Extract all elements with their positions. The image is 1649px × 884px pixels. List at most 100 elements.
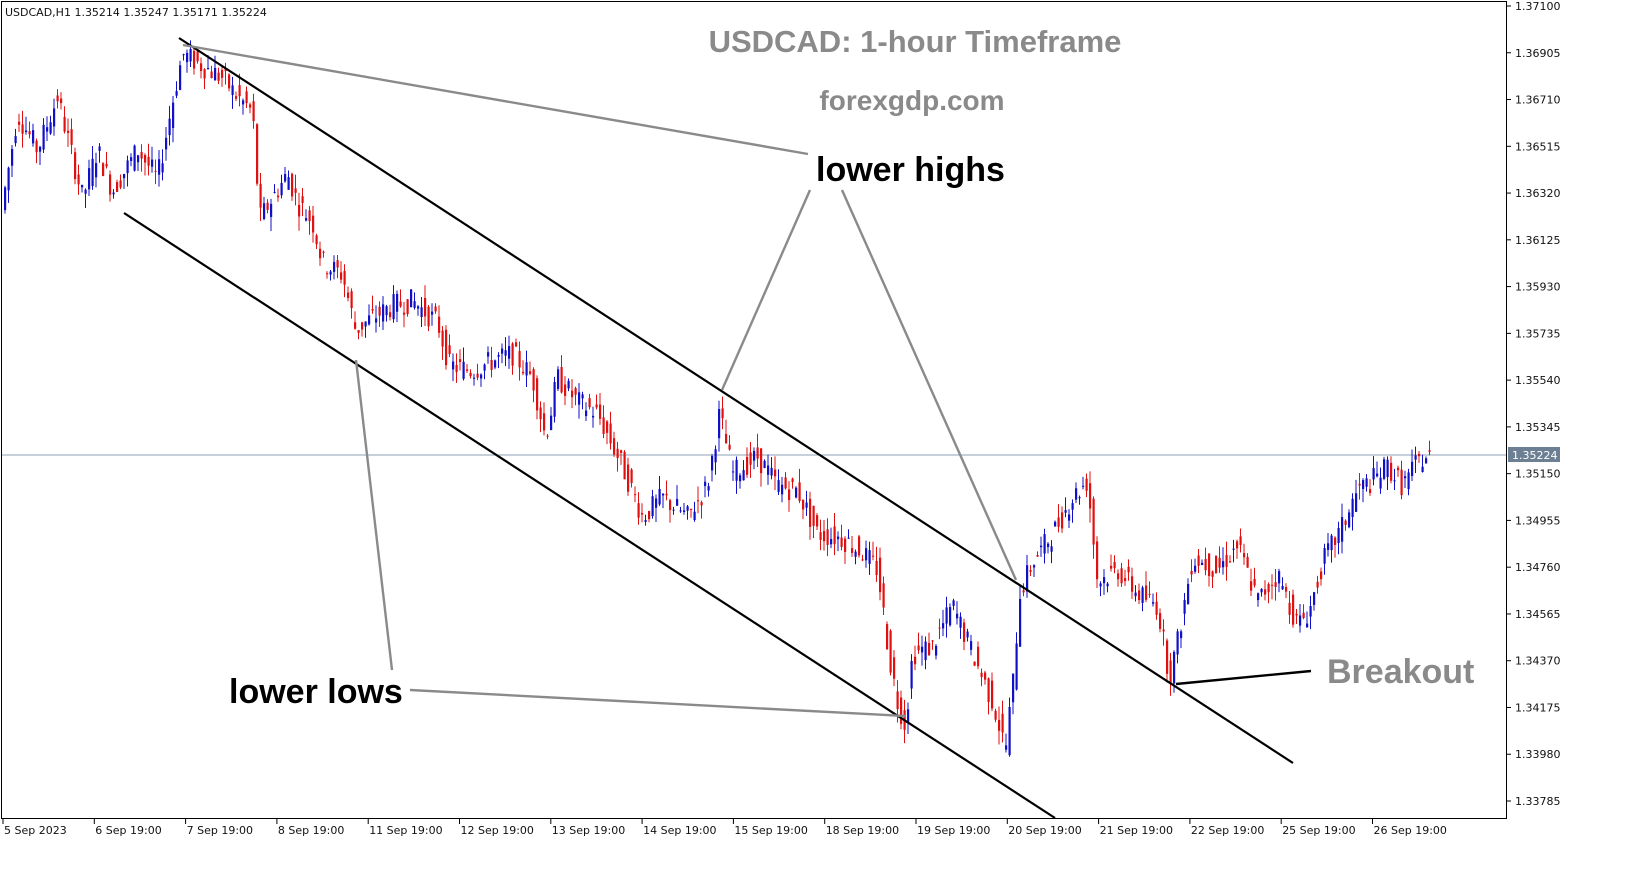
candle-body xyxy=(557,369,560,389)
candle-body xyxy=(1292,594,1295,625)
candle-body xyxy=(581,394,584,399)
candle-body xyxy=(175,91,178,96)
candle-body xyxy=(1243,553,1246,558)
candle-body xyxy=(1054,521,1057,527)
candle-body xyxy=(459,359,462,362)
candle-body xyxy=(154,170,157,172)
candle-body xyxy=(1145,585,1148,600)
candle-body xyxy=(1106,583,1109,587)
candle-body xyxy=(539,407,542,420)
candle-body xyxy=(473,377,476,379)
x-tick-label: 13 Sep 19:00 xyxy=(552,824,625,837)
candle-body xyxy=(1068,514,1071,521)
candle-body xyxy=(854,551,857,557)
candle-body xyxy=(1015,643,1018,690)
candle-body xyxy=(588,398,591,408)
candle-body xyxy=(648,511,651,520)
candle-body xyxy=(634,494,637,496)
candle-body xyxy=(385,306,388,316)
candle-body xyxy=(718,409,721,439)
candle-body xyxy=(1358,483,1361,486)
candle-body xyxy=(938,627,941,629)
candle-body xyxy=(203,69,206,79)
candle-body xyxy=(763,460,766,468)
candle-body xyxy=(256,124,259,184)
candle-body xyxy=(613,438,616,455)
candle-body xyxy=(193,50,196,69)
candle-body xyxy=(1344,520,1347,525)
candle-body xyxy=(791,478,794,483)
candle-body xyxy=(655,498,658,508)
candle-body xyxy=(305,218,308,221)
candle-body xyxy=(816,515,819,527)
plot-frame xyxy=(1,1,1507,819)
candle-body xyxy=(1400,469,1403,496)
candle-body xyxy=(1061,512,1064,529)
candle-body xyxy=(711,456,714,471)
candle-body xyxy=(1208,553,1211,576)
candle-body xyxy=(1418,453,1421,457)
y-tick-label: 1.36125 xyxy=(1515,234,1561,247)
candle-body xyxy=(952,600,955,606)
candle-body xyxy=(658,489,661,505)
candle-body xyxy=(833,526,836,545)
candle-body xyxy=(406,299,409,314)
candle-body xyxy=(46,127,49,132)
candle-body xyxy=(441,330,444,347)
candle-body xyxy=(403,312,406,315)
candle-body xyxy=(858,536,861,556)
candle-body xyxy=(571,390,574,398)
x-tick-label: 15 Sep 19:00 xyxy=(734,824,807,837)
candle-body xyxy=(1050,546,1053,552)
candle-body xyxy=(74,152,77,180)
candle-body xyxy=(1096,541,1099,580)
candle-body xyxy=(1110,565,1113,569)
candle-body xyxy=(168,118,171,136)
candle-body xyxy=(956,613,959,619)
candle-body xyxy=(480,374,483,379)
candle-body xyxy=(284,174,287,182)
candle-body xyxy=(487,352,490,357)
candle-body xyxy=(781,484,784,495)
candle-body xyxy=(469,372,472,377)
candle-body xyxy=(1166,640,1169,674)
y-tick-label: 1.36320 xyxy=(1515,187,1561,200)
candle-body xyxy=(427,306,430,327)
candle-body xyxy=(1330,535,1333,551)
pointer-breakout xyxy=(1175,669,1312,686)
candle-body xyxy=(529,371,532,374)
candle-body xyxy=(140,152,143,159)
candle-body xyxy=(522,371,525,374)
candle-body xyxy=(585,410,588,417)
candle-body xyxy=(819,532,822,540)
candle-body xyxy=(273,191,276,193)
candle-body xyxy=(1124,578,1127,582)
candle-body xyxy=(886,624,889,650)
candle-body xyxy=(882,583,885,608)
candle-body xyxy=(252,101,255,122)
y-tick-label: 1.34955 xyxy=(1515,514,1561,527)
candle-body xyxy=(1036,555,1039,557)
candle-body xyxy=(389,312,392,318)
candle-body xyxy=(266,202,269,210)
candle-body xyxy=(1278,571,1281,584)
candle-body xyxy=(840,537,843,547)
candle-body xyxy=(294,188,297,193)
candle-body xyxy=(823,531,826,542)
candle-body xyxy=(1148,593,1151,595)
candle-body xyxy=(347,292,350,299)
candle-body xyxy=(1386,459,1389,478)
candle-body xyxy=(186,52,189,63)
candle-body xyxy=(67,130,70,134)
candle-body xyxy=(217,72,220,81)
candle-body xyxy=(683,510,686,513)
candle-body xyxy=(361,322,364,330)
candle-body xyxy=(1306,623,1309,628)
candle-body xyxy=(1407,472,1410,490)
candle-body xyxy=(749,452,752,465)
y-tick-label: 1.35540 xyxy=(1515,374,1561,387)
candle-body xyxy=(343,270,346,285)
candle-body xyxy=(60,98,63,104)
candle-body xyxy=(1008,707,1011,756)
candle-body xyxy=(1239,536,1242,546)
